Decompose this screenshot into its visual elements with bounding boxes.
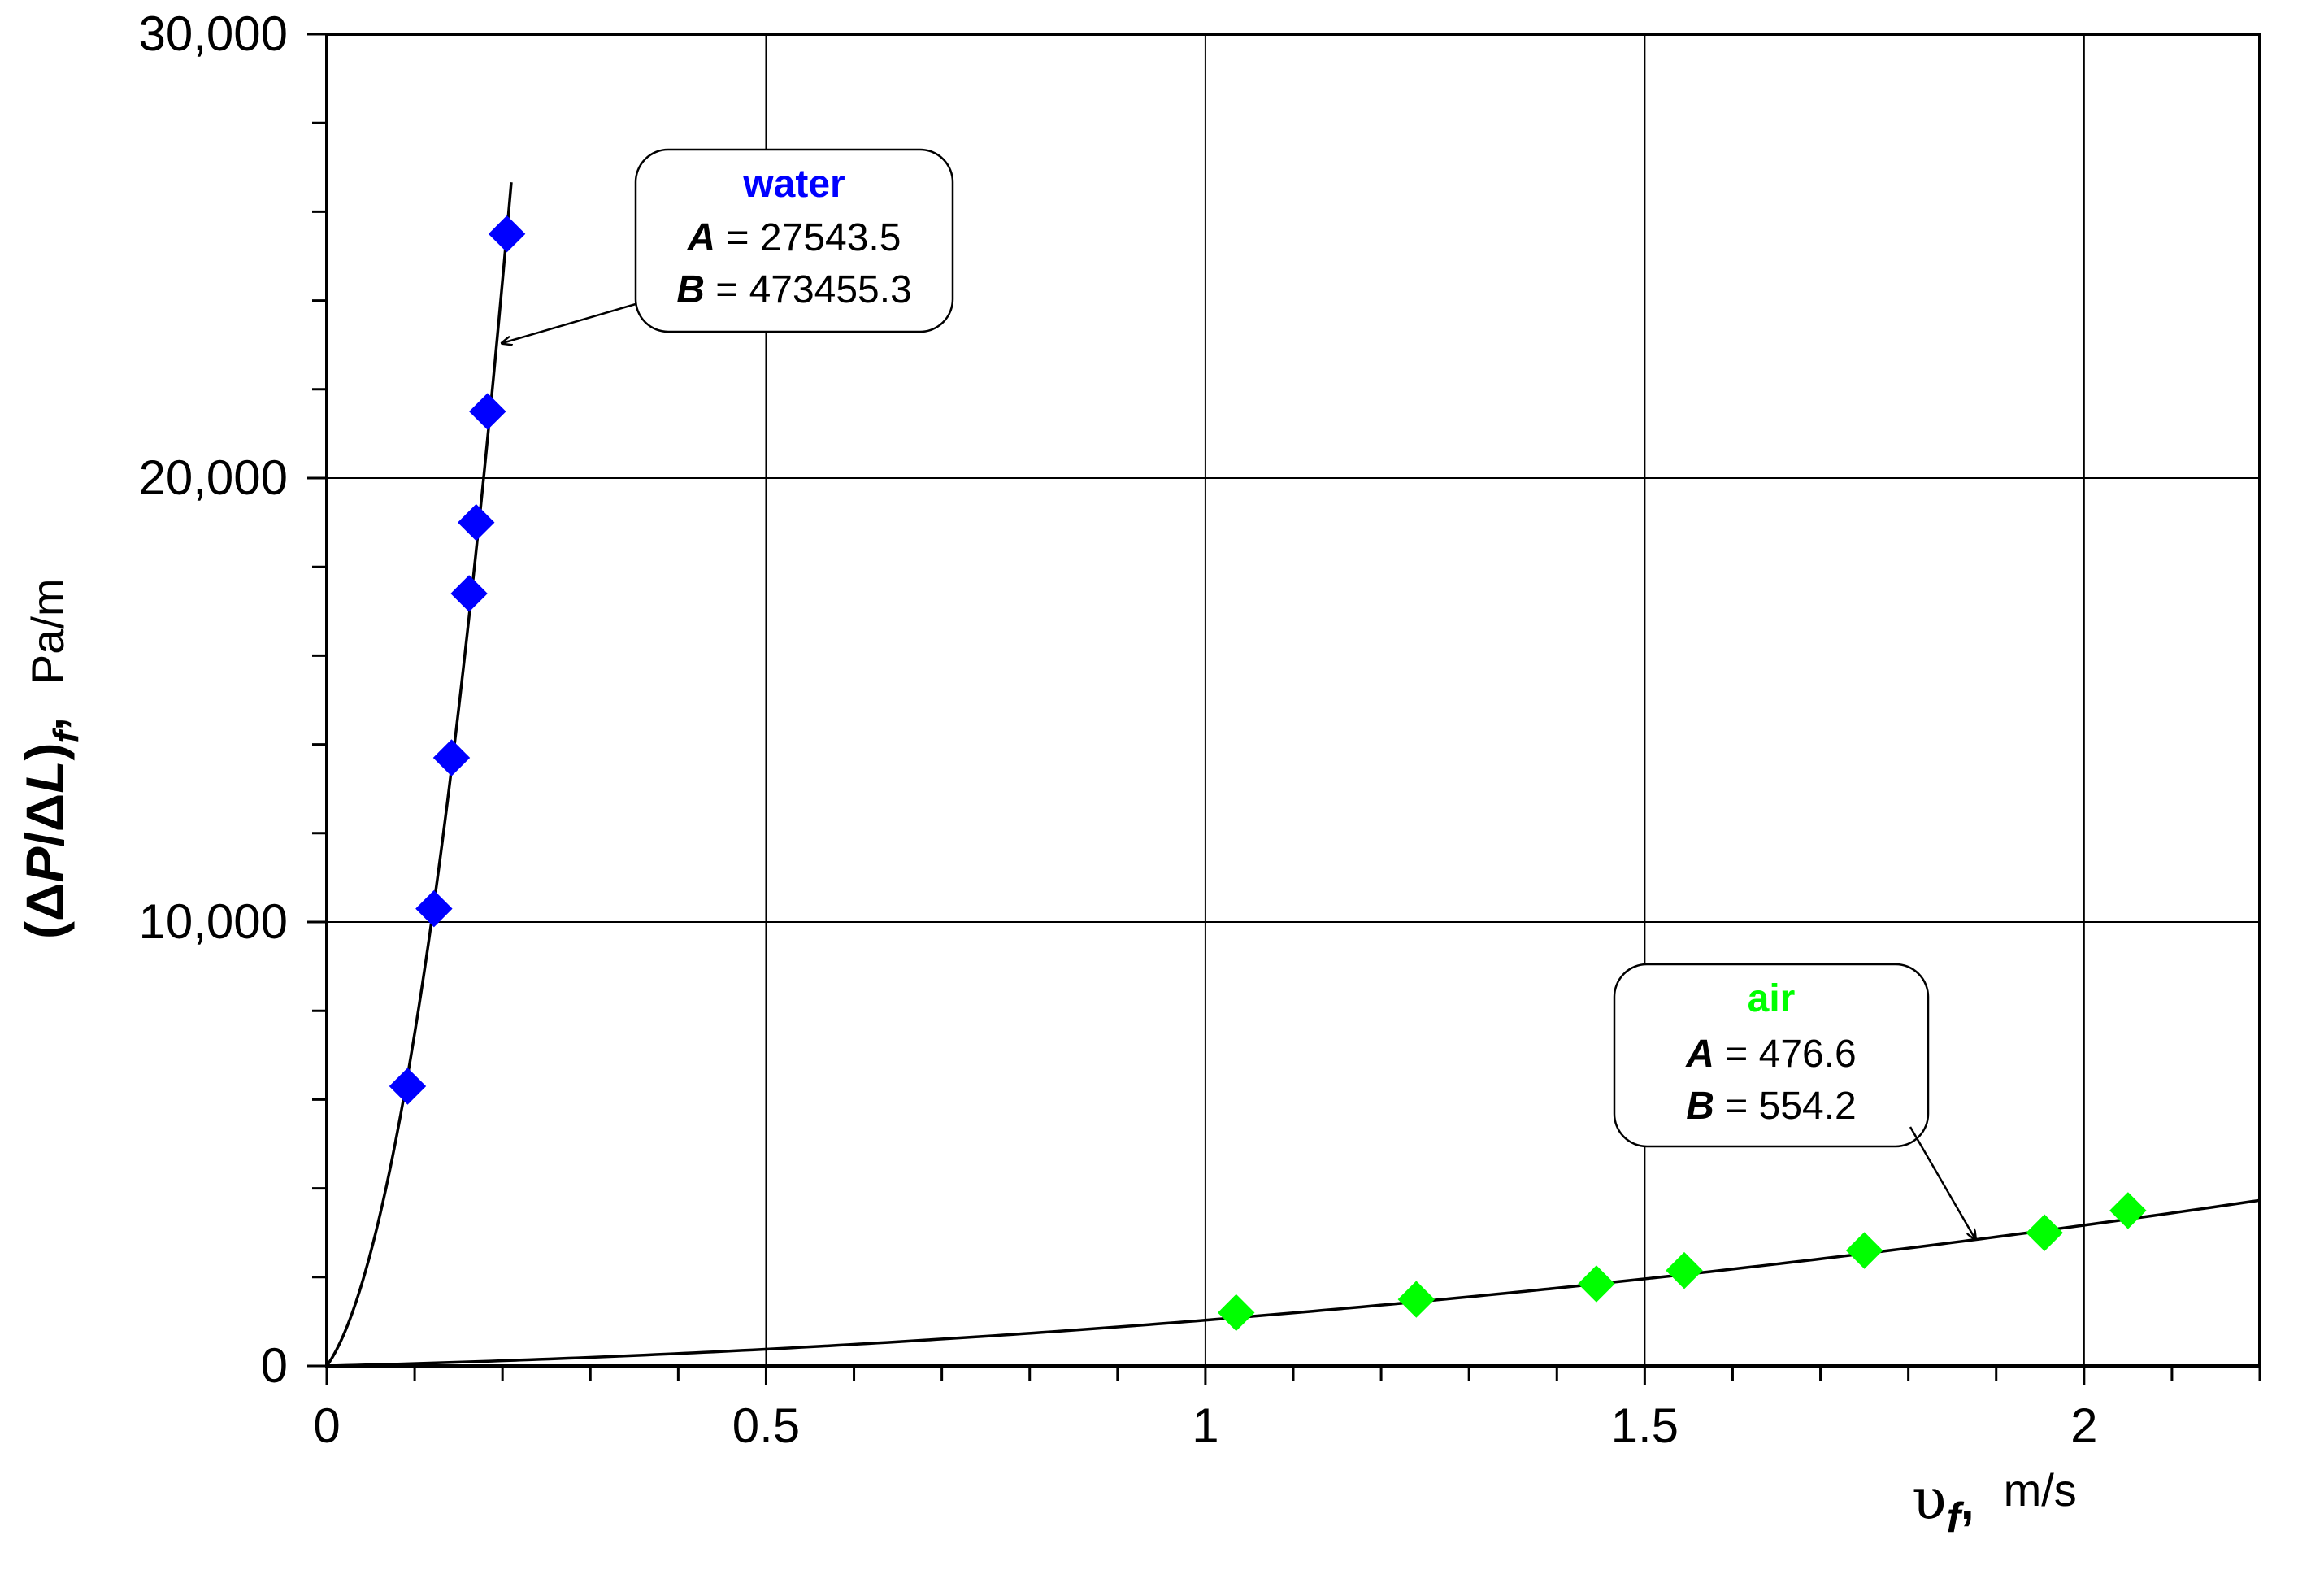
water-point-2 <box>432 739 471 776</box>
air-annotation-box <box>1613 963 1930 1148</box>
x-tick-label-3: 1.5 <box>1611 1398 1679 1453</box>
air-annotation: air A = 476.6 B = 554.2 <box>1613 963 1975 1239</box>
x-tick-label-2: 1 <box>1192 1398 1218 1453</box>
air-point-0 <box>1218 1294 1255 1332</box>
water-point-5 <box>469 393 506 430</box>
air-point-3 <box>1666 1251 1703 1289</box>
plot-background <box>327 34 2260 1366</box>
air-annotation-title: air <box>1748 977 1796 1020</box>
water-point-1 <box>415 889 453 928</box>
tick-labels: 0 0.5 1 1.5 2 0 10,000 20,000 30,000 <box>138 7 2097 1453</box>
water-annotation-a: A = 27543.5 <box>687 216 901 259</box>
x-tick-label-4: 2 <box>2070 1398 2097 1453</box>
plot-frame <box>325 33 2261 1368</box>
air-fit-curve <box>326 1198 2261 1368</box>
y-tick-label-1: 10,000 <box>138 894 288 949</box>
fit-curves <box>325 182 2261 1368</box>
water-annotation-title: water <box>742 163 845 206</box>
water-point-6 <box>488 215 526 253</box>
air-annotation-b: B = 554.2 <box>1686 1085 1857 1128</box>
x-tick-label-1: 0.5 <box>732 1398 800 1453</box>
air-point-1 <box>1397 1281 1436 1318</box>
data-markers <box>389 215 2147 1332</box>
water-annotation-b: B = 473455.3 <box>676 268 912 311</box>
water-point-4 <box>458 503 495 541</box>
minor-ticks <box>307 33 2261 1385</box>
air-point-6 <box>2109 1192 2147 1229</box>
y-axis-title: (ΔP/ΔL)f,Pa/m <box>15 578 86 939</box>
y-tick-label-2: 20,000 <box>138 450 288 505</box>
air-point-2 <box>1578 1265 1615 1303</box>
air-point-4 <box>1845 1232 1883 1269</box>
air-annotation-a: A = 476.6 <box>1685 1033 1857 1076</box>
water-fit-curve <box>325 182 513 1368</box>
y-tick-label-0: 0 <box>261 1338 288 1393</box>
air-annotation-arrow <box>1909 1126 1975 1239</box>
gridlines <box>327 34 2260 1366</box>
water-point-0 <box>389 1068 427 1105</box>
water-annotation-arrow <box>502 302 636 343</box>
water-point-3 <box>450 575 488 612</box>
water-annotation-box <box>634 148 954 333</box>
x-tick-label-0: 0 <box>313 1398 340 1453</box>
y-tick-label-3: 30,000 <box>138 7 288 61</box>
x-axis-title: υf, m/s <box>1912 1464 2077 1542</box>
air-point-5 <box>2026 1214 2063 1251</box>
water-annotation: water A = 27543.5 B = 473455.3 <box>502 148 954 343</box>
